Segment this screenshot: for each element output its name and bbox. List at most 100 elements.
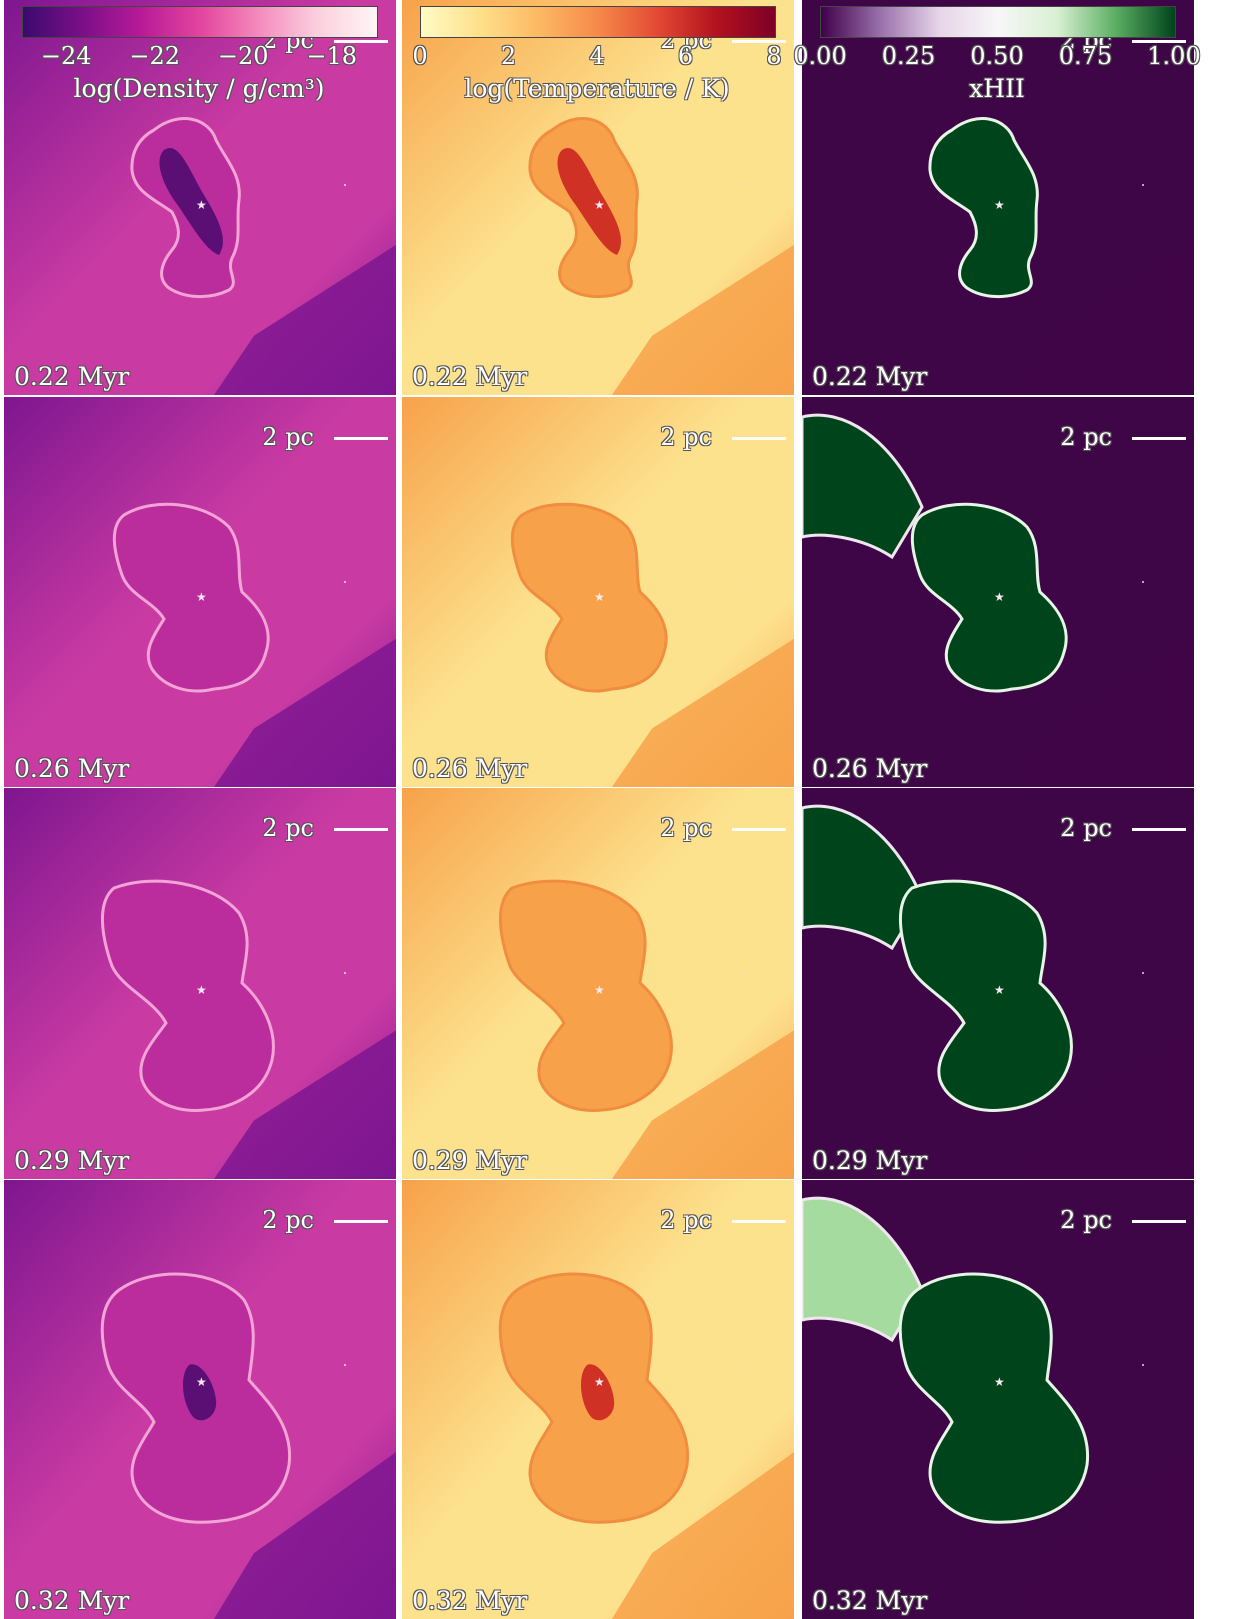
ambient-region — [214, 1452, 396, 1619]
scale-bar — [1132, 437, 1186, 440]
scale-bar — [1132, 828, 1186, 831]
panel-ionization-row-2: ★ 0.26 Myr 2 pc — [802, 397, 1194, 787]
colorbar-tick-label: −24 — [40, 42, 92, 70]
ambient-region — [612, 244, 794, 395]
time-label: 0.22 Myr — [812, 362, 928, 391]
star-marker-icon: ★ — [994, 198, 1005, 212]
field-map-density — [4, 0, 396, 395]
scale-bar-label: 2 pc — [1060, 1206, 1112, 1234]
hot-cavity — [159, 148, 224, 255]
colorbar-tick-label: −18 — [306, 42, 358, 70]
ambient-region — [612, 1030, 794, 1179]
hii-region-bubble — [499, 879, 673, 1112]
star-marker-icon: ★ — [196, 1375, 207, 1389]
time-label: 0.26 Myr — [812, 754, 928, 783]
field-map-ionization — [802, 397, 1194, 787]
panel-temperature-row-2: ★ 0.26 Myr 2 pc — [402, 397, 794, 787]
colorbar-tick-label: −20 — [217, 42, 269, 70]
scale-bar-label: 2 pc — [262, 423, 314, 451]
panel-temperature-row-3: ★ 0.29 Myr 2 pc — [402, 788, 794, 1179]
field-map-density — [4, 788, 396, 1179]
colorbar-tick-label: 0 — [412, 42, 428, 70]
ionized-outflow — [802, 413, 924, 560]
hot-cavity — [557, 148, 622, 255]
scale-bar — [334, 437, 388, 440]
scale-bar — [732, 437, 786, 440]
ambient-region — [1012, 244, 1194, 395]
field-map-density — [4, 1180, 396, 1619]
secondary-source-marker — [344, 1364, 346, 1366]
time-label: 0.32 Myr — [812, 1586, 928, 1615]
field-map-temperature — [402, 1180, 794, 1619]
time-label: 0.29 Myr — [412, 1146, 528, 1175]
field-map-temperature — [402, 397, 794, 787]
scale-bar — [1132, 40, 1186, 43]
secondary-source-marker — [344, 972, 346, 974]
field-map-ionization — [802, 1180, 1194, 1619]
colorbar-tick-label: 8 — [766, 42, 782, 70]
colorbar-tick-label: 0.25 — [881, 42, 936, 70]
scale-bar-label: 2 pc — [660, 1206, 712, 1234]
time-label: 0.26 Myr — [412, 754, 528, 783]
ambient-region — [1012, 638, 1194, 787]
colorbar-tick-label: 0.00 — [793, 42, 847, 70]
secondary-source-marker — [1142, 972, 1144, 974]
scale-bar-label: 2 pc — [1060, 814, 1112, 842]
field-map-ionization — [802, 0, 1194, 395]
time-label: 0.26 Myr — [14, 754, 130, 783]
star-marker-icon: ★ — [196, 198, 207, 212]
scale-bar — [732, 828, 786, 831]
field-map-temperature — [402, 788, 794, 1179]
colorbar-tick-label: −22 — [129, 42, 181, 70]
scale-bar — [1132, 1220, 1186, 1223]
star-marker-icon: ★ — [994, 1375, 1005, 1389]
secondary-source-marker — [1142, 581, 1144, 583]
hot-cavity — [980, 1364, 1015, 1421]
ambient-region — [214, 638, 396, 787]
colorbar-tick-label: 6 — [677, 42, 694, 70]
hot-cavity — [580, 1364, 615, 1421]
hii-region-bubble — [899, 879, 1073, 1112]
hii-region-bubble — [510, 502, 668, 693]
star-marker-icon: ★ — [994, 983, 1005, 997]
panel-density-row-3: ★ 0.29 Myr 2 pc — [4, 788, 396, 1179]
secondary-source-marker — [742, 581, 744, 583]
star-marker-icon: ★ — [594, 1375, 605, 1389]
ambient-region — [612, 1452, 794, 1619]
star-marker-icon: ★ — [994, 590, 1005, 604]
secondary-source-marker — [344, 581, 346, 583]
panel-temperature-row-4: ★ 0.32 Myr 2 pc — [402, 1180, 794, 1619]
ambient-region — [612, 638, 794, 787]
colorbar-gradient — [820, 6, 1176, 38]
star-marker-icon: ★ — [196, 590, 207, 604]
hot-cavity — [182, 1364, 217, 1421]
hii-region-bubble — [101, 879, 275, 1112]
time-label: 0.29 Myr — [14, 1146, 130, 1175]
ambient-region — [1012, 1452, 1194, 1619]
secondary-source-marker — [1142, 184, 1144, 186]
time-label: 0.32 Myr — [412, 1586, 528, 1615]
colorbar-tick-label: 0.75 — [1058, 42, 1113, 70]
hot-cavity — [957, 148, 1022, 255]
scale-bar-label: 2 pc — [660, 423, 712, 451]
field-map-density — [4, 397, 396, 787]
secondary-source-marker — [344, 184, 346, 186]
colorbar-title: xHII — [969, 74, 1025, 103]
star-marker-icon: ★ — [196, 983, 207, 997]
panel-density-row-4: ★ 0.32 Myr 2 pc — [4, 1180, 396, 1619]
colorbar-gradient — [22, 6, 378, 38]
scale-bar — [732, 40, 786, 43]
ambient-region — [214, 244, 396, 395]
colorbar-title: log(Temperature / K) — [464, 74, 730, 103]
panel-ionization-row-1: ★ 0.22 Myr 2 pc — [802, 0, 1194, 395]
time-label: 0.29 Myr — [812, 1146, 928, 1175]
colorbar-gradient — [420, 6, 776, 38]
colorbar-tick-label: 0.50 — [970, 42, 1024, 70]
colorbar-tick-label: 4 — [589, 42, 605, 70]
scale-bar — [334, 828, 388, 831]
scale-bar-label: 2 pc — [1060, 423, 1112, 451]
panel-ionization-row-4: ★ 0.32 Myr 2 pc — [802, 1180, 1194, 1619]
secondary-source-marker — [742, 1364, 744, 1366]
ambient-region — [1012, 1030, 1194, 1179]
